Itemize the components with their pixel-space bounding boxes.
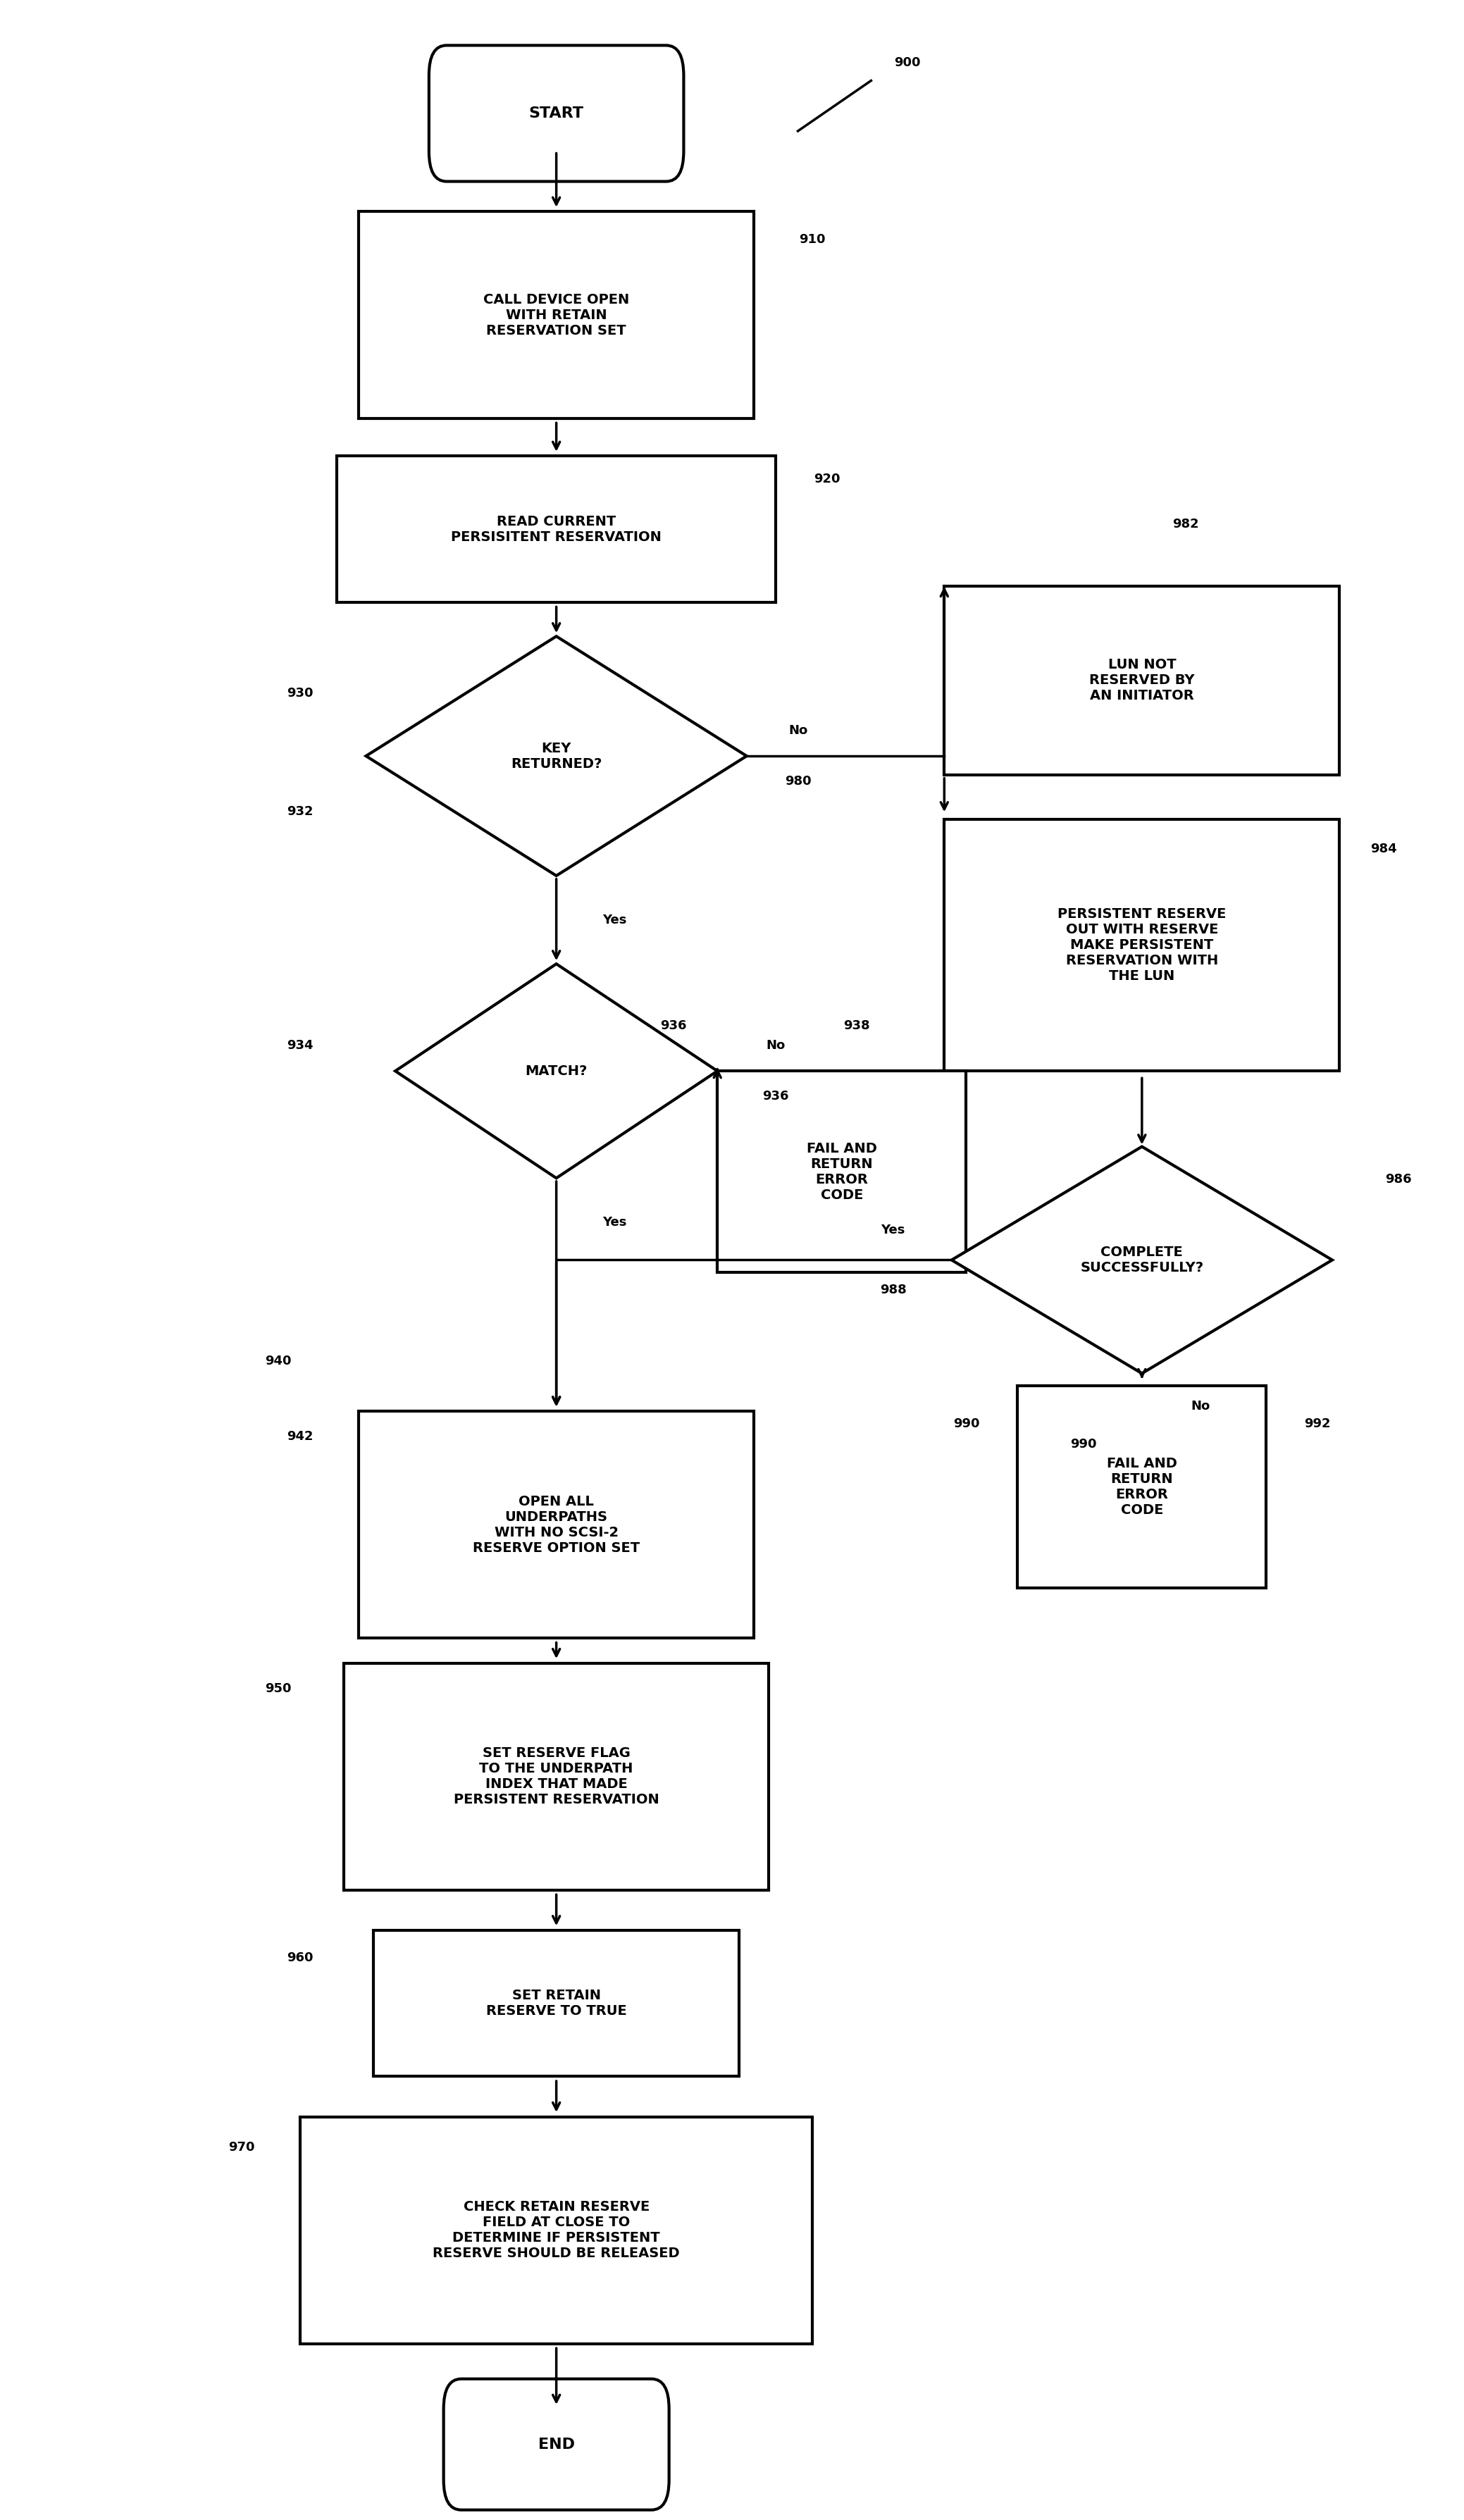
FancyBboxPatch shape	[444, 2379, 669, 2510]
Text: 936: 936	[763, 1089, 789, 1104]
Text: SET RETAIN
RESERVE TO TRUE: SET RETAIN RESERVE TO TRUE	[486, 1988, 627, 2019]
Polygon shape	[952, 1147, 1332, 1373]
Text: FAIL AND
RETURN
ERROR
CODE: FAIL AND RETURN ERROR CODE	[1107, 1457, 1177, 1517]
Text: CHECK RETAIN RESERVE
FIELD AT CLOSE TO
DETERMINE IF PERSISTENT
RESERVE SHOULD BE: CHECK RETAIN RESERVE FIELD AT CLOSE TO D…	[433, 2200, 679, 2260]
Polygon shape	[366, 638, 747, 877]
Text: 930: 930	[287, 685, 313, 701]
Text: 934: 934	[287, 1038, 313, 1053]
Text: Yes: Yes	[603, 1215, 627, 1230]
Text: 980: 980	[785, 774, 811, 789]
Text: 990: 990	[953, 1416, 979, 1431]
Text: 988: 988	[880, 1283, 906, 1298]
Text: 942: 942	[287, 1429, 313, 1444]
Text: 992: 992	[1304, 1416, 1331, 1431]
Text: 950: 950	[265, 1681, 291, 1696]
Text: 920: 920	[814, 471, 840, 486]
Polygon shape	[373, 1930, 739, 2076]
Text: CALL DEVICE OPEN
WITH RETAIN
RESERVATION SET: CALL DEVICE OPEN WITH RETAIN RESERVATION…	[483, 292, 630, 338]
Text: 990: 990	[1070, 1436, 1097, 1452]
Text: COMPLETE
SUCCESSFULLY?: COMPLETE SUCCESSFULLY?	[1080, 1245, 1203, 1275]
Text: 900: 900	[895, 55, 921, 71]
Text: READ CURRENT
PERSISITENT RESERVATION: READ CURRENT PERSISITENT RESERVATION	[451, 514, 662, 544]
Text: MATCH?: MATCH?	[526, 1063, 587, 1079]
FancyBboxPatch shape	[429, 45, 684, 181]
Text: No: No	[766, 1038, 786, 1053]
Text: KEY
RETURNED?: KEY RETURNED?	[511, 741, 602, 771]
Text: 932: 932	[287, 804, 313, 819]
Polygon shape	[337, 456, 776, 602]
Polygon shape	[359, 1411, 754, 1638]
Polygon shape	[717, 1071, 966, 1273]
Polygon shape	[359, 212, 754, 418]
Polygon shape	[300, 2117, 813, 2344]
Text: No: No	[1190, 1399, 1211, 1414]
Text: LUN NOT
RESERVED BY
AN INITIATOR: LUN NOT RESERVED BY AN INITIATOR	[1089, 658, 1195, 703]
Text: 986: 986	[1385, 1172, 1411, 1187]
Text: PERSISTENT RESERVE
OUT WITH RESERVE
MAKE PERSISTENT
RESERVATION WITH
THE LUN: PERSISTENT RESERVE OUT WITH RESERVE MAKE…	[1057, 907, 1227, 983]
Text: FAIL AND
RETURN
ERROR
CODE: FAIL AND RETURN ERROR CODE	[807, 1142, 877, 1202]
Text: 982: 982	[1173, 517, 1199, 532]
Text: 936: 936	[660, 1018, 687, 1033]
Text: SET RESERVE FLAG
TO THE UNDERPATH
INDEX THAT MADE
PERSISTENT RESERVATION: SET RESERVE FLAG TO THE UNDERPATH INDEX …	[454, 1746, 659, 1807]
Text: 970: 970	[228, 2139, 255, 2155]
Text: 938: 938	[843, 1018, 870, 1033]
Polygon shape	[344, 1663, 769, 1890]
Text: Yes: Yes	[603, 912, 627, 927]
Polygon shape	[395, 965, 717, 1179]
Polygon shape	[944, 819, 1340, 1071]
Text: 910: 910	[799, 232, 826, 247]
Polygon shape	[1017, 1386, 1266, 1588]
Text: 940: 940	[265, 1353, 291, 1368]
Text: 960: 960	[287, 1950, 313, 1966]
Text: OPEN ALL
UNDERPATHS
WITH NO SCSI-2
RESERVE OPTION SET: OPEN ALL UNDERPATHS WITH NO SCSI-2 RESER…	[473, 1494, 640, 1555]
Text: END: END	[537, 2437, 575, 2452]
Polygon shape	[944, 587, 1340, 776]
Text: 984: 984	[1370, 842, 1397, 857]
Text: No: No	[788, 723, 808, 738]
Text: START: START	[529, 106, 584, 121]
Text: Yes: Yes	[881, 1222, 905, 1237]
